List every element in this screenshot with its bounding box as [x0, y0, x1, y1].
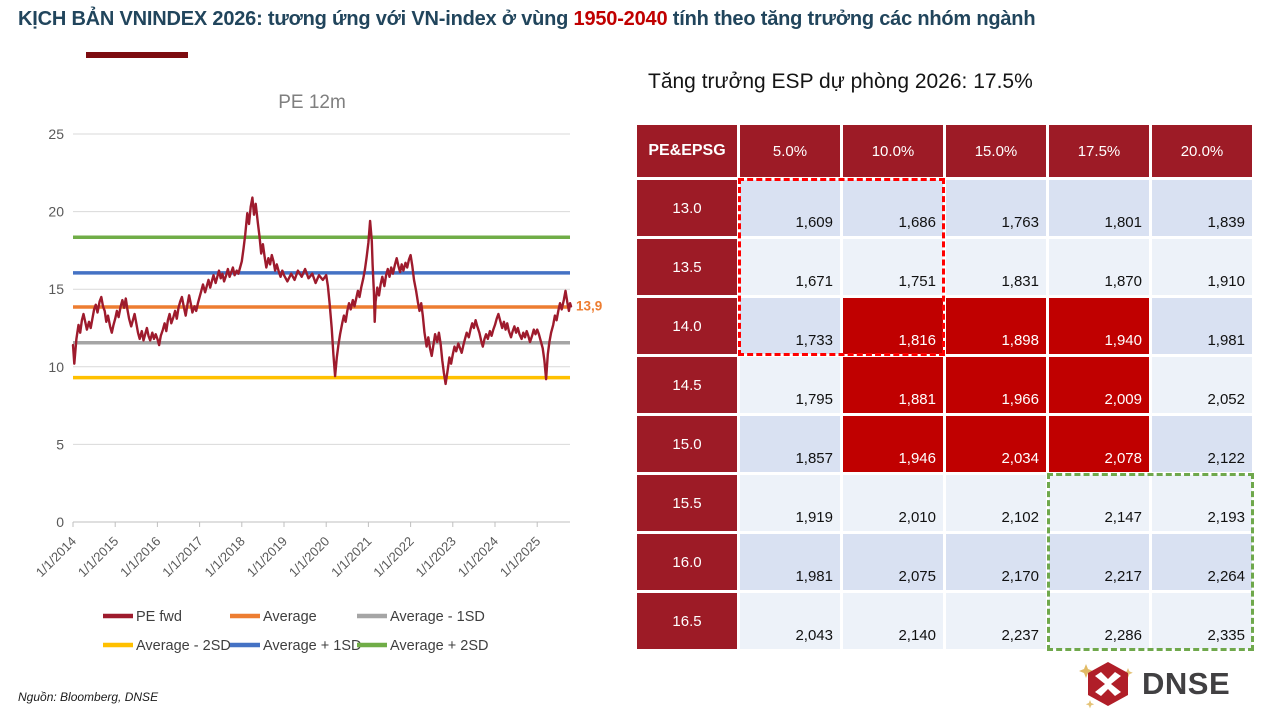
table-cell: 1,751	[843, 239, 943, 295]
table-cell: 1,831	[946, 239, 1046, 295]
table-cell: 2,034	[946, 416, 1046, 472]
x-axis-label: 1/1/2023	[413, 534, 459, 580]
x-axis-label: 1/1/2025	[497, 534, 543, 580]
table-row-header: 16.0	[637, 534, 737, 590]
source-note: Nguồn: Bloomberg, DNSE	[18, 690, 159, 704]
table-row-header: 14.5	[637, 357, 737, 413]
table-cell: 2,078	[1049, 416, 1149, 472]
table-cell: 1,733	[740, 298, 840, 354]
table-cell: 1,910	[1152, 239, 1252, 295]
pe-12m-chart: PE 12m 0 5 10 15 20 25 1/1/20141/1/20151/1/2016…	[33, 92, 603, 654]
table-row-header: 15.5	[637, 475, 737, 531]
table-cell: 2,140	[843, 593, 943, 649]
table-cell: 2,043	[740, 593, 840, 649]
dnse-logo: DNSE	[1078, 656, 1230, 712]
y-axis-label: 25	[48, 126, 64, 142]
title-highlight: 1950-2040	[573, 8, 668, 30]
title-prefix: KỊCH BẢN VNINDEX 2026: tương ứng với VN-…	[18, 8, 574, 30]
table-row-header: 16.5	[637, 593, 737, 649]
table-cell: 2,010	[843, 475, 943, 531]
table-row-header: 15.0	[637, 416, 737, 472]
dnse-cube-icon	[1079, 662, 1133, 709]
dnse-logo-text: DNSE	[1142, 666, 1231, 701]
x-axis-label: 1/1/2017	[159, 534, 205, 580]
y-axis-label: 15	[48, 281, 64, 297]
table-cell: 1,795	[740, 357, 840, 413]
table-row-header: 14.0	[637, 298, 737, 354]
chart-title: PE 12m	[278, 92, 346, 113]
table-cell: 2,075	[843, 534, 943, 590]
table-row-header: 13.5	[637, 239, 737, 295]
table-column-header: 5.0%	[740, 125, 840, 177]
x-axis-label: 1/1/2022	[370, 534, 416, 580]
table-cell: 2,147	[1049, 475, 1149, 531]
table-cell: 1,881	[843, 357, 943, 413]
table-cell: 2,237	[946, 593, 1046, 649]
table-cell: 1,801	[1049, 180, 1149, 236]
table-cell: 1,857	[740, 416, 840, 472]
table-cell: 1,940	[1049, 298, 1149, 354]
title-suffix: tính theo tăng trưởng các nhóm ngành	[667, 8, 1036, 30]
table-cell: 1,870	[1049, 239, 1149, 295]
table-title: Tăng trưởng ESP dự phòng 2026: 17.5%	[648, 70, 1033, 93]
sparkle-decorations	[1079, 664, 1133, 709]
table-column-header: 10.0%	[843, 125, 943, 177]
legend-label: Average + 1SD	[263, 638, 361, 654]
y-axis-label: 20	[48, 204, 64, 220]
table-cell: 1,686	[843, 180, 943, 236]
table-cell: 2,217	[1049, 534, 1149, 590]
x-axis-label: 1/1/2019	[244, 534, 290, 580]
table-cell: 1,946	[843, 416, 943, 472]
x-axis-label: 1/1/2021	[328, 534, 374, 580]
table-column-header: 15.0%	[946, 125, 1046, 177]
table-cell: 1,839	[1152, 180, 1252, 236]
table-cell: 1,981	[1152, 298, 1252, 354]
table-cell: 2,052	[1152, 357, 1252, 413]
y-axis-label: 10	[48, 359, 64, 375]
page-title: KỊCH BẢN VNINDEX 2026: tương ứng với VN-…	[18, 8, 1268, 31]
table-corner-header: PE&EPSG	[637, 125, 737, 177]
table-cell: 1,966	[946, 357, 1046, 413]
table-cell: 1,671	[740, 239, 840, 295]
table-cell: 1,763	[946, 180, 1046, 236]
x-axis-label: 1/1/2018	[202, 534, 248, 580]
x-axis-label: 1/1/2024	[455, 534, 501, 580]
x-axis-label: 1/1/2016	[117, 534, 163, 580]
table-cell: 1,816	[843, 298, 943, 354]
table-cell: 1,609	[740, 180, 840, 236]
table-cell: 2,335	[1152, 593, 1252, 649]
table-cell: 1,898	[946, 298, 1046, 354]
table-cell: 2,170	[946, 534, 1046, 590]
x-axis-label: 1/1/2015	[75, 534, 121, 580]
x-axis-label: 1/1/2020	[286, 534, 332, 580]
table-cell: 2,264	[1152, 534, 1252, 590]
title-accent-bar	[86, 52, 188, 58]
table-column-header: 20.0%	[1152, 125, 1252, 177]
y-axis-label: 0	[56, 514, 64, 530]
legend-label: Average	[263, 609, 317, 625]
table-cell: 2,122	[1152, 416, 1252, 472]
legend-label: Average - 1SD	[390, 609, 485, 625]
scenario-table-wrap: PE&EPSG 5.0% 10.0% 15.0% 17.5% 20.0% 13.0 1,609…	[637, 125, 1255, 652]
scenario-table: PE&EPSG 5.0% 10.0% 15.0% 17.5% 20.0% 13.0 1,609…	[637, 125, 1252, 649]
table-row-header: 13.0	[637, 180, 737, 236]
table-cell: 2,286	[1049, 593, 1149, 649]
legend-label: PE fwd	[136, 609, 182, 625]
table-cell: 2,102	[946, 475, 1046, 531]
legend-label: Average + 2SD	[390, 638, 488, 654]
table-cell: 1,981	[740, 534, 840, 590]
last-value-label: 13,9	[576, 298, 602, 313]
table-cell: 2,193	[1152, 475, 1252, 531]
table-cell: 1,919	[740, 475, 840, 531]
table-cell: 2,009	[1049, 357, 1149, 413]
x-axis-label: 1/1/2014	[33, 534, 79, 580]
table-column-header: 17.5%	[1049, 125, 1149, 177]
legend-label: Average - 2SD	[136, 638, 231, 654]
pe-fwd-line	[71, 196, 573, 386]
y-axis-label: 5	[56, 436, 64, 452]
